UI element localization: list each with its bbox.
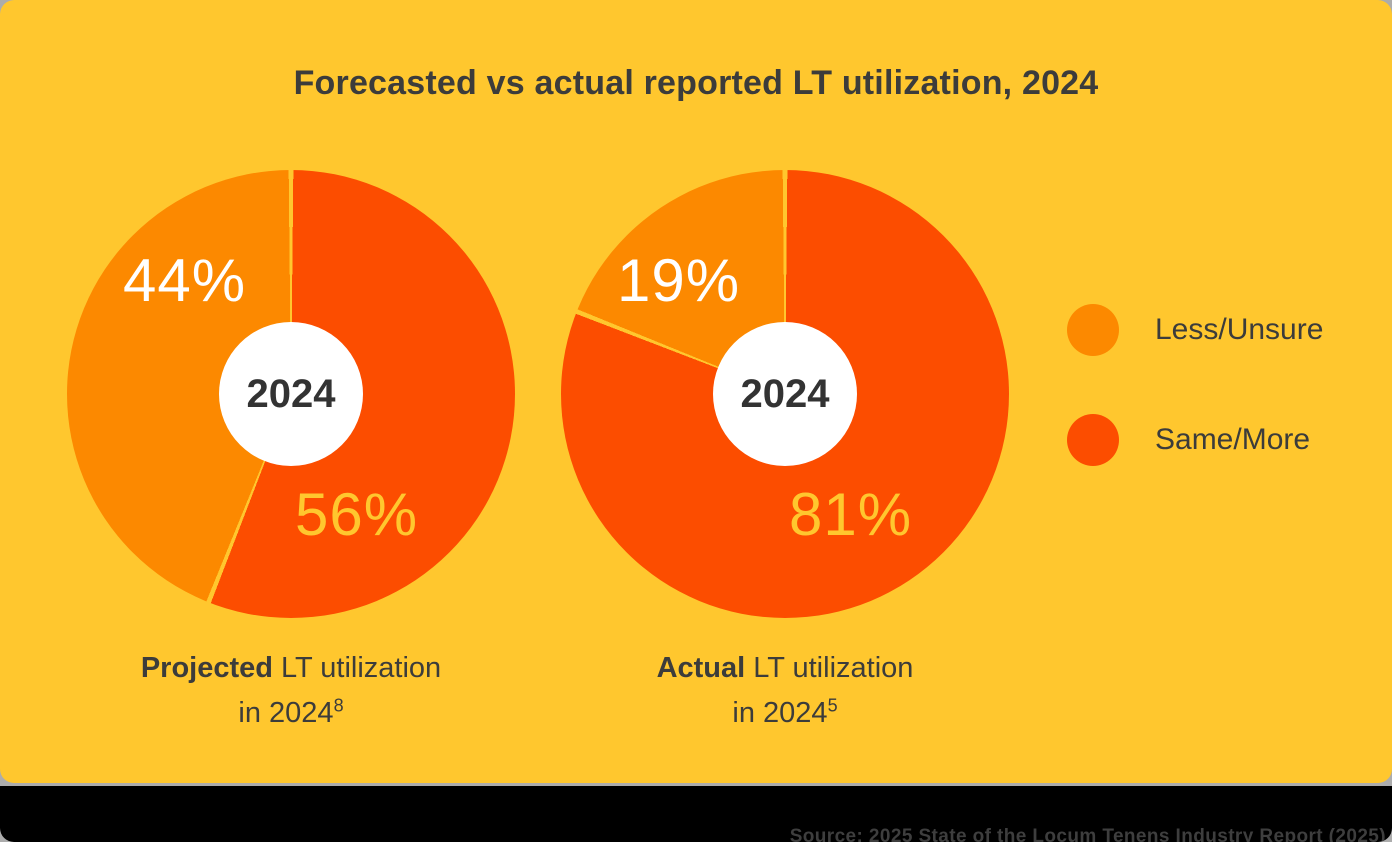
caption-projected-year: in 2024 (238, 697, 334, 729)
caption-projected-line1: Projected LT utilization (67, 646, 515, 691)
legend-label-same-more: Same/More (1155, 423, 1311, 456)
pie-actual-center-circle: 2024 (713, 322, 857, 466)
caption-projected-footnote: 8 (333, 695, 344, 716)
source-bar: Source: 2025 State of the Locum Tenens I… (0, 786, 1392, 842)
pie-actual-center-year: 2024 (740, 371, 830, 416)
caption-projected-rest: LT utilization (272, 652, 442, 684)
legend-item-less-unsure: Less/Unsure (1067, 304, 1323, 356)
caption-actual-line1: Actual LT utilization (561, 646, 1009, 691)
legend-dot-less-unsure-icon (1067, 304, 1119, 356)
caption-actual-footnote: 5 (827, 695, 838, 716)
legend: Less/Unsure Same/More (1067, 304, 1323, 524)
pie-actual-dark-percent-label: 81% (789, 481, 913, 548)
caption-actual-rest: LT utilization (745, 652, 914, 684)
caption-projected-line2: in 20248 (67, 691, 515, 736)
chart-title: Forecasted vs actual reported LT utiliza… (293, 64, 1099, 102)
caption-actual-bold: Actual (656, 652, 746, 684)
caption-projected: Projected LT utilization in 20248 (67, 646, 515, 736)
pie-projected-center-year: 2024 (246, 371, 336, 416)
legend-item-same-more: Same/More (1067, 414, 1323, 466)
pie-actual: 19% 81% 2024 (561, 170, 1009, 618)
chart-card: Forecasted vs actual reported LT utiliza… (0, 0, 1392, 783)
legend-label-less-unsure: Less/Unsure (1155, 313, 1324, 346)
pie-projected-center-circle: 2024 (219, 322, 363, 466)
caption-actual-line2: in 20245 (561, 691, 1009, 736)
caption-actual: Actual LT utilization in 20245 (561, 646, 1009, 736)
pie-projected-light-percent-label: 44% (123, 247, 247, 314)
pie-projected-dark-percent-label: 56% (295, 481, 419, 548)
pie-projected: 44% 56% 2024 (67, 170, 515, 618)
source-text: Source: 2025 State of the Locum Tenens I… (789, 826, 1386, 842)
caption-projected-bold: Projected (140, 652, 273, 684)
caption-actual-year: in 2024 (732, 697, 828, 729)
legend-dot-same-more-icon (1067, 414, 1119, 466)
pie-actual-light-percent-label: 19% (617, 247, 741, 314)
